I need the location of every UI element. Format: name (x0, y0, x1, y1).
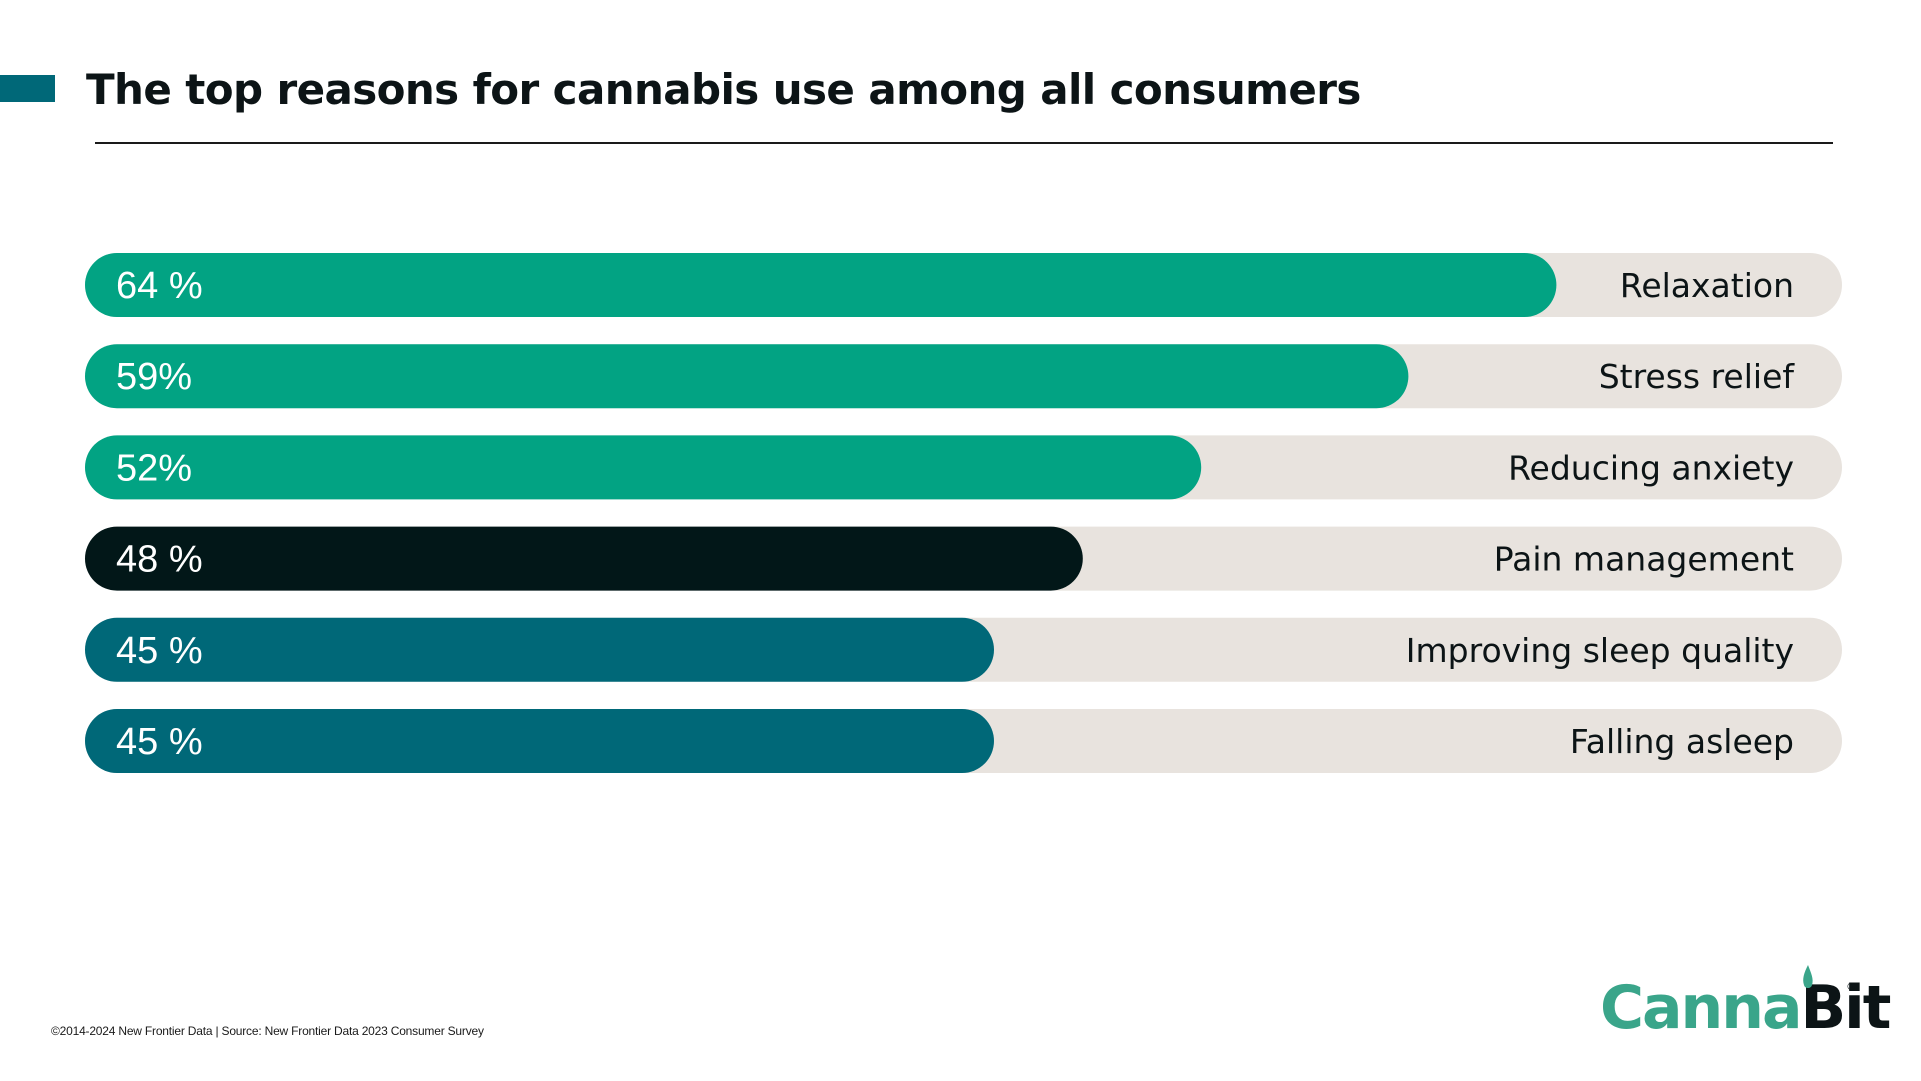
bar-value-label: 64 % (116, 265, 203, 307)
registered-mark: ® (1846, 980, 1857, 993)
bar (85, 526, 1083, 591)
bar-category-label: Relaxation (1620, 266, 1794, 305)
logo-text-canna: Canna (1600, 973, 1802, 1043)
bar-value-label: 45 % (116, 721, 203, 763)
bar (85, 435, 1202, 500)
bar-row: 45 % Falling asleep (85, 709, 1842, 773)
bar-category-label: Stress relief (1599, 357, 1796, 396)
bar-value-label: 45 % (116, 630, 203, 672)
footer-source: ©2014-2024 New Frontier Data | Source: N… (51, 1024, 484, 1038)
bar-row: 45 % Improving sleep quality (85, 617, 1842, 682)
leaf-icon (1803, 965, 1813, 988)
bar (85, 709, 994, 773)
title-accent-block (0, 75, 55, 102)
bar-row: 48 % Pain management (85, 526, 1842, 591)
logo-wordmark: CannaBit (1600, 970, 1891, 1046)
bar-value-label: 52% (116, 447, 192, 489)
cannabit-logo: CannaBit ® (1600, 965, 1891, 1048)
bar (85, 344, 1409, 409)
bar-group: 64 % Relaxation 59% Stress relief 52% Reducin… (85, 253, 1842, 773)
bar-category-label: Reducing anxiety (1508, 448, 1794, 487)
page-title: The top reasons for cannabis use among a… (86, 65, 1361, 114)
bar-row: 59% Stress relief (85, 344, 1842, 409)
bar-category-label: Falling asleep (1570, 722, 1794, 761)
title-divider (95, 142, 1833, 144)
logo-text-bit: Bit (1800, 973, 1891, 1043)
bar (85, 253, 1557, 317)
bar-value-label: 48 % (116, 539, 203, 581)
bar-value-label: 59% (116, 356, 192, 398)
bar (85, 617, 994, 682)
bar-row: 64 % Relaxation (85, 253, 1842, 317)
bar-category-label: Improving sleep quality (1406, 631, 1794, 670)
bar-row: 52% Reducing anxiety (85, 435, 1842, 500)
bar-category-label: Pain management (1494, 540, 1794, 579)
